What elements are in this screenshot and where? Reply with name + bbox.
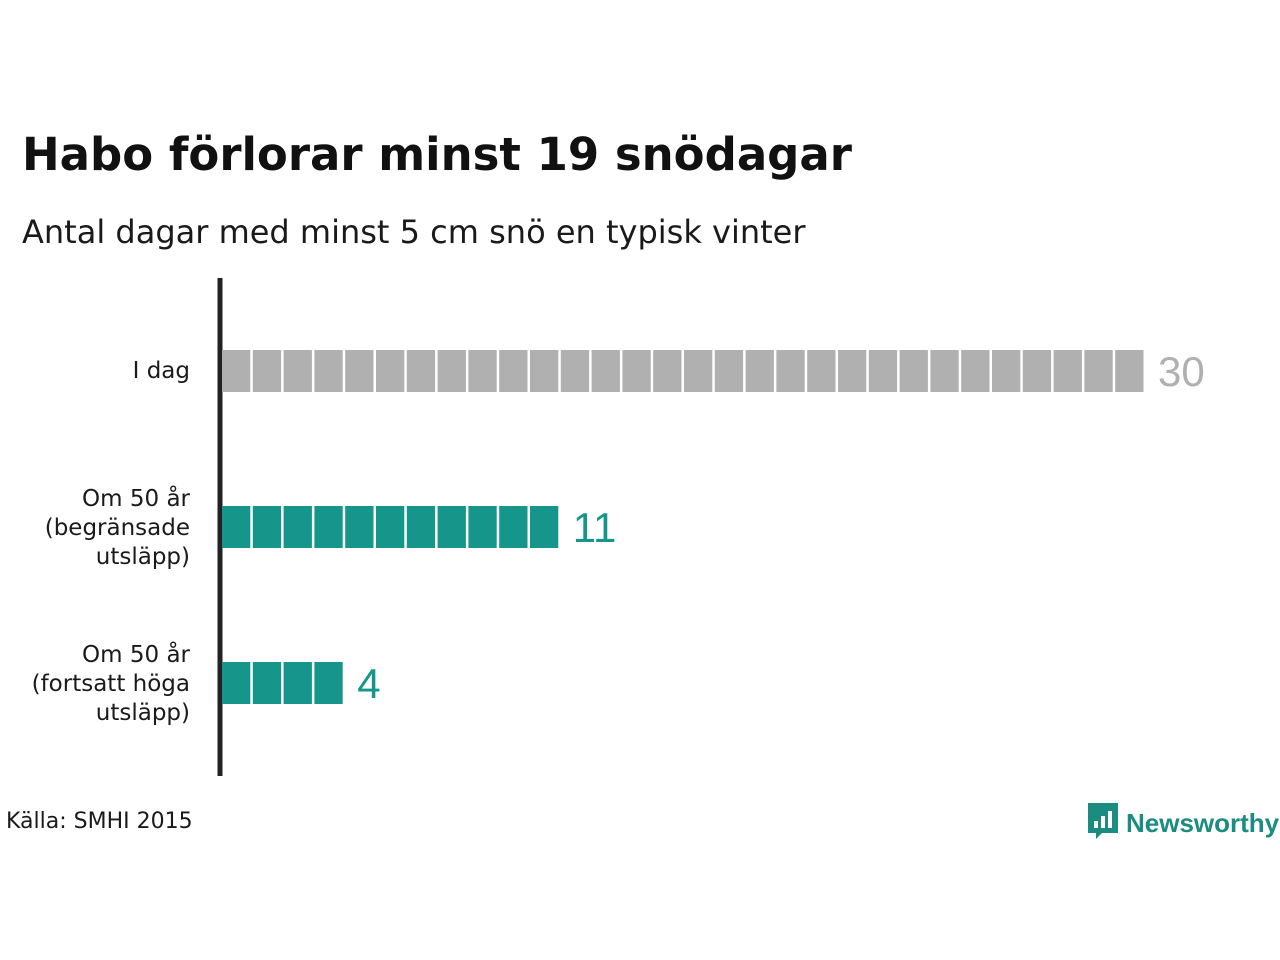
bar-2: 4 [222, 660, 381, 707]
bar-unit-square [252, 350, 282, 392]
bar-unit-square [437, 506, 466, 548]
category-label-line: I dag [132, 358, 190, 384]
category-label-1: Om 50 år (begränsade utsläpp) [0, 485, 190, 572]
bar-unit-square [499, 350, 528, 392]
bar-unit-square [252, 506, 282, 548]
source-note: Källa: SMHI 2015 [6, 809, 193, 834]
category-label-line: (fortsatt höga [31, 671, 190, 697]
bar-unit-square [992, 350, 1021, 392]
bar-unit-square [437, 350, 466, 392]
bar-unit-square [314, 350, 343, 392]
category-label-2: Om 50 år (fortsatt höga utsläpp) [0, 641, 190, 728]
newsworthy-logo-icon [1088, 803, 1118, 843]
bar-value-label: 11 [573, 504, 617, 551]
bar-unit-square [930, 350, 959, 392]
bar-unit-square [530, 506, 559, 548]
bar-unit-square [714, 350, 744, 392]
bar-unit-square [376, 506, 405, 548]
bar-unit-square [745, 350, 774, 392]
bar-unit-square [961, 350, 990, 392]
bar-unit-square [222, 350, 251, 392]
brand-name: Newsworthy [1126, 807, 1280, 838]
category-label-line: utsläpp) [95, 544, 190, 570]
bar-unit-square [807, 350, 836, 392]
bar-unit-square [468, 506, 497, 548]
bar-unit-square [376, 350, 405, 392]
bar-unit-square [283, 662, 312, 704]
category-label-line: Om 50 år [82, 486, 190, 512]
bar-unit-square [468, 350, 497, 392]
bar-unit-square [406, 506, 436, 548]
category-label-line: utsläpp) [95, 700, 190, 726]
bar-unit-square [560, 350, 590, 392]
bar-unit-square [345, 506, 374, 548]
bar-unit-square [252, 662, 282, 704]
bar-unit-square [222, 506, 251, 548]
bar-unit-square [1084, 350, 1113, 392]
bar-unit-square [838, 350, 867, 392]
category-label-0: I dag [0, 357, 190, 386]
brand-logo: Newsworthy [1088, 803, 1279, 843]
bar-unit-square [1022, 350, 1052, 392]
bar-unit-square [345, 350, 374, 392]
bar-unit-square [222, 662, 251, 704]
bar-unit-square [499, 506, 528, 548]
bar-unit-square [283, 350, 312, 392]
bar-unit-square [776, 350, 805, 392]
bar-unit-square [684, 350, 713, 392]
bar-unit-square [622, 350, 651, 392]
chart-subtitle: Antal dagar med minst 5 cm snö en typisk… [22, 213, 806, 251]
category-label-line: Om 50 år [82, 642, 190, 668]
bar-value-label: 4 [357, 660, 380, 707]
bar-1: 11 [222, 504, 616, 551]
bar-unit-square [899, 350, 928, 392]
bar-unit-square [314, 506, 343, 548]
bar-unit-square [406, 350, 436, 392]
bar-unit-square [591, 350, 620, 392]
bar-value-label: 30 [1158, 348, 1205, 395]
bar-unit-square [868, 350, 898, 392]
bar-unit-square [653, 350, 682, 392]
bar-unit-square [1115, 350, 1144, 392]
bars-layer: 30 11 4 [222, 348, 1205, 707]
bar-unit-square [314, 662, 343, 704]
category-label-line: (begränsade [44, 515, 190, 541]
bar-0: 30 [222, 348, 1205, 395]
bar-unit-square [530, 350, 559, 392]
chart-title: Habo förlorar minst 19 snödagar [22, 128, 852, 181]
bar-unit-square [1053, 350, 1082, 392]
bar-unit-square [283, 506, 312, 548]
